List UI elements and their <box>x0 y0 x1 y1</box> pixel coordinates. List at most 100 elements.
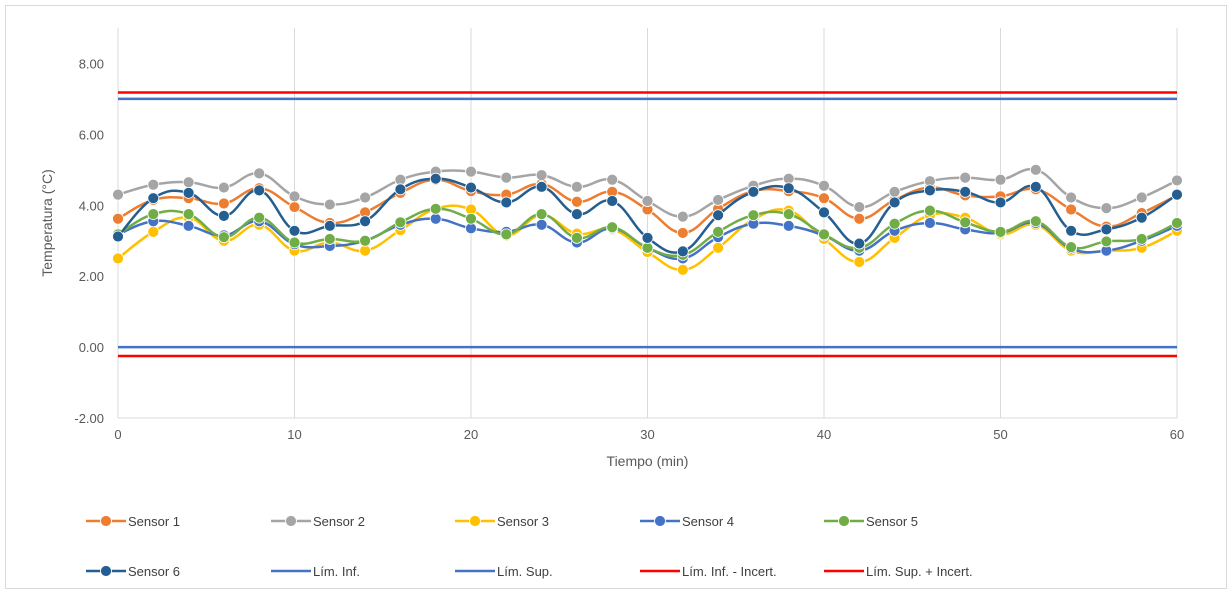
data-point-sensor-6 <box>429 172 442 185</box>
data-point-sensor-6 <box>924 184 936 197</box>
y-axis-title: Temperatura (°C) <box>39 169 55 277</box>
data-point-sensor-5 <box>712 225 724 238</box>
data-point-sensor-2 <box>182 176 195 189</box>
data-point-sensor-6 <box>888 196 901 209</box>
data-point-sensor-6 <box>1171 188 1183 201</box>
data-point-sensor-6 <box>747 185 760 198</box>
data-point-sensor-1 <box>217 197 230 210</box>
data-point-sensor-6 <box>147 192 160 205</box>
data-point-sensor-5 <box>429 202 442 215</box>
data-point-sensor-1 <box>818 192 830 205</box>
data-point-sensor-5 <box>606 221 619 234</box>
data-point-sensor-5 <box>571 231 583 244</box>
legend: Sensor 1 Sensor 2 Sensor 3 Sensor 4 Sensor 5… <box>86 514 973 579</box>
legend-marker <box>469 515 481 527</box>
x-tick-label: 50 <box>993 427 1007 442</box>
data-point-sensor-6 <box>112 230 124 243</box>
data-point-sensor-2 <box>641 195 654 207</box>
legend-item-sensor-2: Sensor 2 <box>271 514 365 529</box>
data-point-sensor-6 <box>500 196 513 209</box>
data-point-sensor-1 <box>1065 203 1077 216</box>
data-point-sensor-6 <box>994 196 1007 209</box>
data-point-sensor-6 <box>323 219 336 232</box>
data-point-sensor-4 <box>429 212 442 225</box>
data-point-sensor-6 <box>853 237 866 250</box>
data-point-sensor-6 <box>182 186 195 199</box>
data-point-sensor-1 <box>571 195 583 208</box>
data-point-sensor-6 <box>535 180 548 193</box>
chart-frame <box>5 5 1227 589</box>
data-point-sensor-2 <box>1029 163 1042 176</box>
axes: 0 10 20 30 40 50 60 -2.00 0.00 2.00 4.00 6.00 8.00 Ti… <box>39 56 1184 469</box>
data-point-sensor-2 <box>994 173 1007 186</box>
data-point-sensor-2 <box>500 171 513 184</box>
legend-marker <box>838 515 850 527</box>
data-point-sensor-4 <box>782 219 795 232</box>
data-point-sensor-6 <box>606 195 619 207</box>
x-tick-label: 20 <box>464 427 478 442</box>
y-tick-label: -2.00 <box>74 411 104 426</box>
legend-label: Sensor 6 <box>128 564 180 579</box>
data-point-sensor-3 <box>147 225 160 238</box>
legend-marker <box>100 515 112 527</box>
legend-item-sensor-4: Sensor 4 <box>640 514 734 529</box>
data-point-sensor-5 <box>359 234 372 247</box>
legend-label: Sensor 3 <box>497 514 549 529</box>
data-point-sensor-5 <box>747 209 760 222</box>
data-point-sensor-6 <box>818 206 830 219</box>
legend-item-lim-inf-incert: Lím. Inf. - Incert. <box>640 564 777 579</box>
legend-item-sensor-5: Sensor 5 <box>824 514 918 529</box>
legend-label: Lím. Inf. - Incert. <box>682 564 777 579</box>
data-point-sensor-6 <box>394 183 407 196</box>
data-point-sensor-6 <box>782 182 795 195</box>
data-point-sensor-2 <box>571 180 583 193</box>
data-point-sensor-1 <box>676 227 689 239</box>
data-point-sensor-5 <box>1065 241 1077 254</box>
y-tick-label: 2.00 <box>79 269 104 284</box>
data-point-sensor-2 <box>1100 202 1113 215</box>
data-point-sensor-5 <box>394 216 407 229</box>
data-point-sensor-5 <box>994 225 1007 238</box>
legend-label: Sensor 4 <box>682 514 734 529</box>
y-tick-label: 4.00 <box>79 198 104 213</box>
data-point-sensor-5 <box>1171 217 1183 229</box>
data-point-sensor-2 <box>465 165 477 178</box>
legend-item-lim-inf: Lím. Inf. <box>271 564 360 579</box>
legend-item-lim-sup-incert: Lím. Sup. + Incert. <box>824 564 973 579</box>
data-point-sensor-2 <box>606 173 619 186</box>
data-point-sensor-5 <box>288 236 301 249</box>
legend-label: Lím. Inf. <box>313 564 360 579</box>
x-tick-label: 10 <box>287 427 301 442</box>
data-point-sensor-4 <box>182 219 195 232</box>
data-point-sensor-2 <box>112 188 124 201</box>
data-point-sensor-5 <box>888 217 901 230</box>
data-point-sensor-5 <box>1100 235 1113 248</box>
grid-lines <box>117 28 1178 418</box>
legend-marker <box>285 515 297 527</box>
y-tick-label: 0.00 <box>79 340 104 355</box>
data-point-sensor-5 <box>959 216 972 229</box>
data-point-sensor-2 <box>1065 191 1077 204</box>
data-point-sensor-6 <box>1135 211 1148 224</box>
data-point-sensor-5 <box>323 233 336 245</box>
data-point-sensor-5 <box>147 208 160 221</box>
data-point-sensor-5 <box>217 231 230 244</box>
x-tick-label: 40 <box>817 427 831 442</box>
data-point-sensor-2 <box>535 169 548 182</box>
y-tick-label: 6.00 <box>79 127 104 142</box>
data-point-sensor-6 <box>959 185 972 198</box>
data-point-sensor-2 <box>147 178 160 191</box>
legend-marker <box>654 515 666 527</box>
y-tick-label: 8.00 <box>79 56 104 71</box>
data-point-sensor-5 <box>1135 233 1148 245</box>
data-point-sensor-3 <box>676 263 689 276</box>
x-tick-label: 30 <box>640 427 654 442</box>
data-point-sensor-2 <box>323 198 336 211</box>
series-layer <box>112 91 1183 358</box>
data-point-sensor-6 <box>641 231 654 244</box>
data-point-sensor-6 <box>359 215 372 228</box>
data-point-sensor-2 <box>818 179 830 192</box>
data-point-sensor-2 <box>288 190 301 203</box>
data-point-sensor-1 <box>112 212 124 225</box>
